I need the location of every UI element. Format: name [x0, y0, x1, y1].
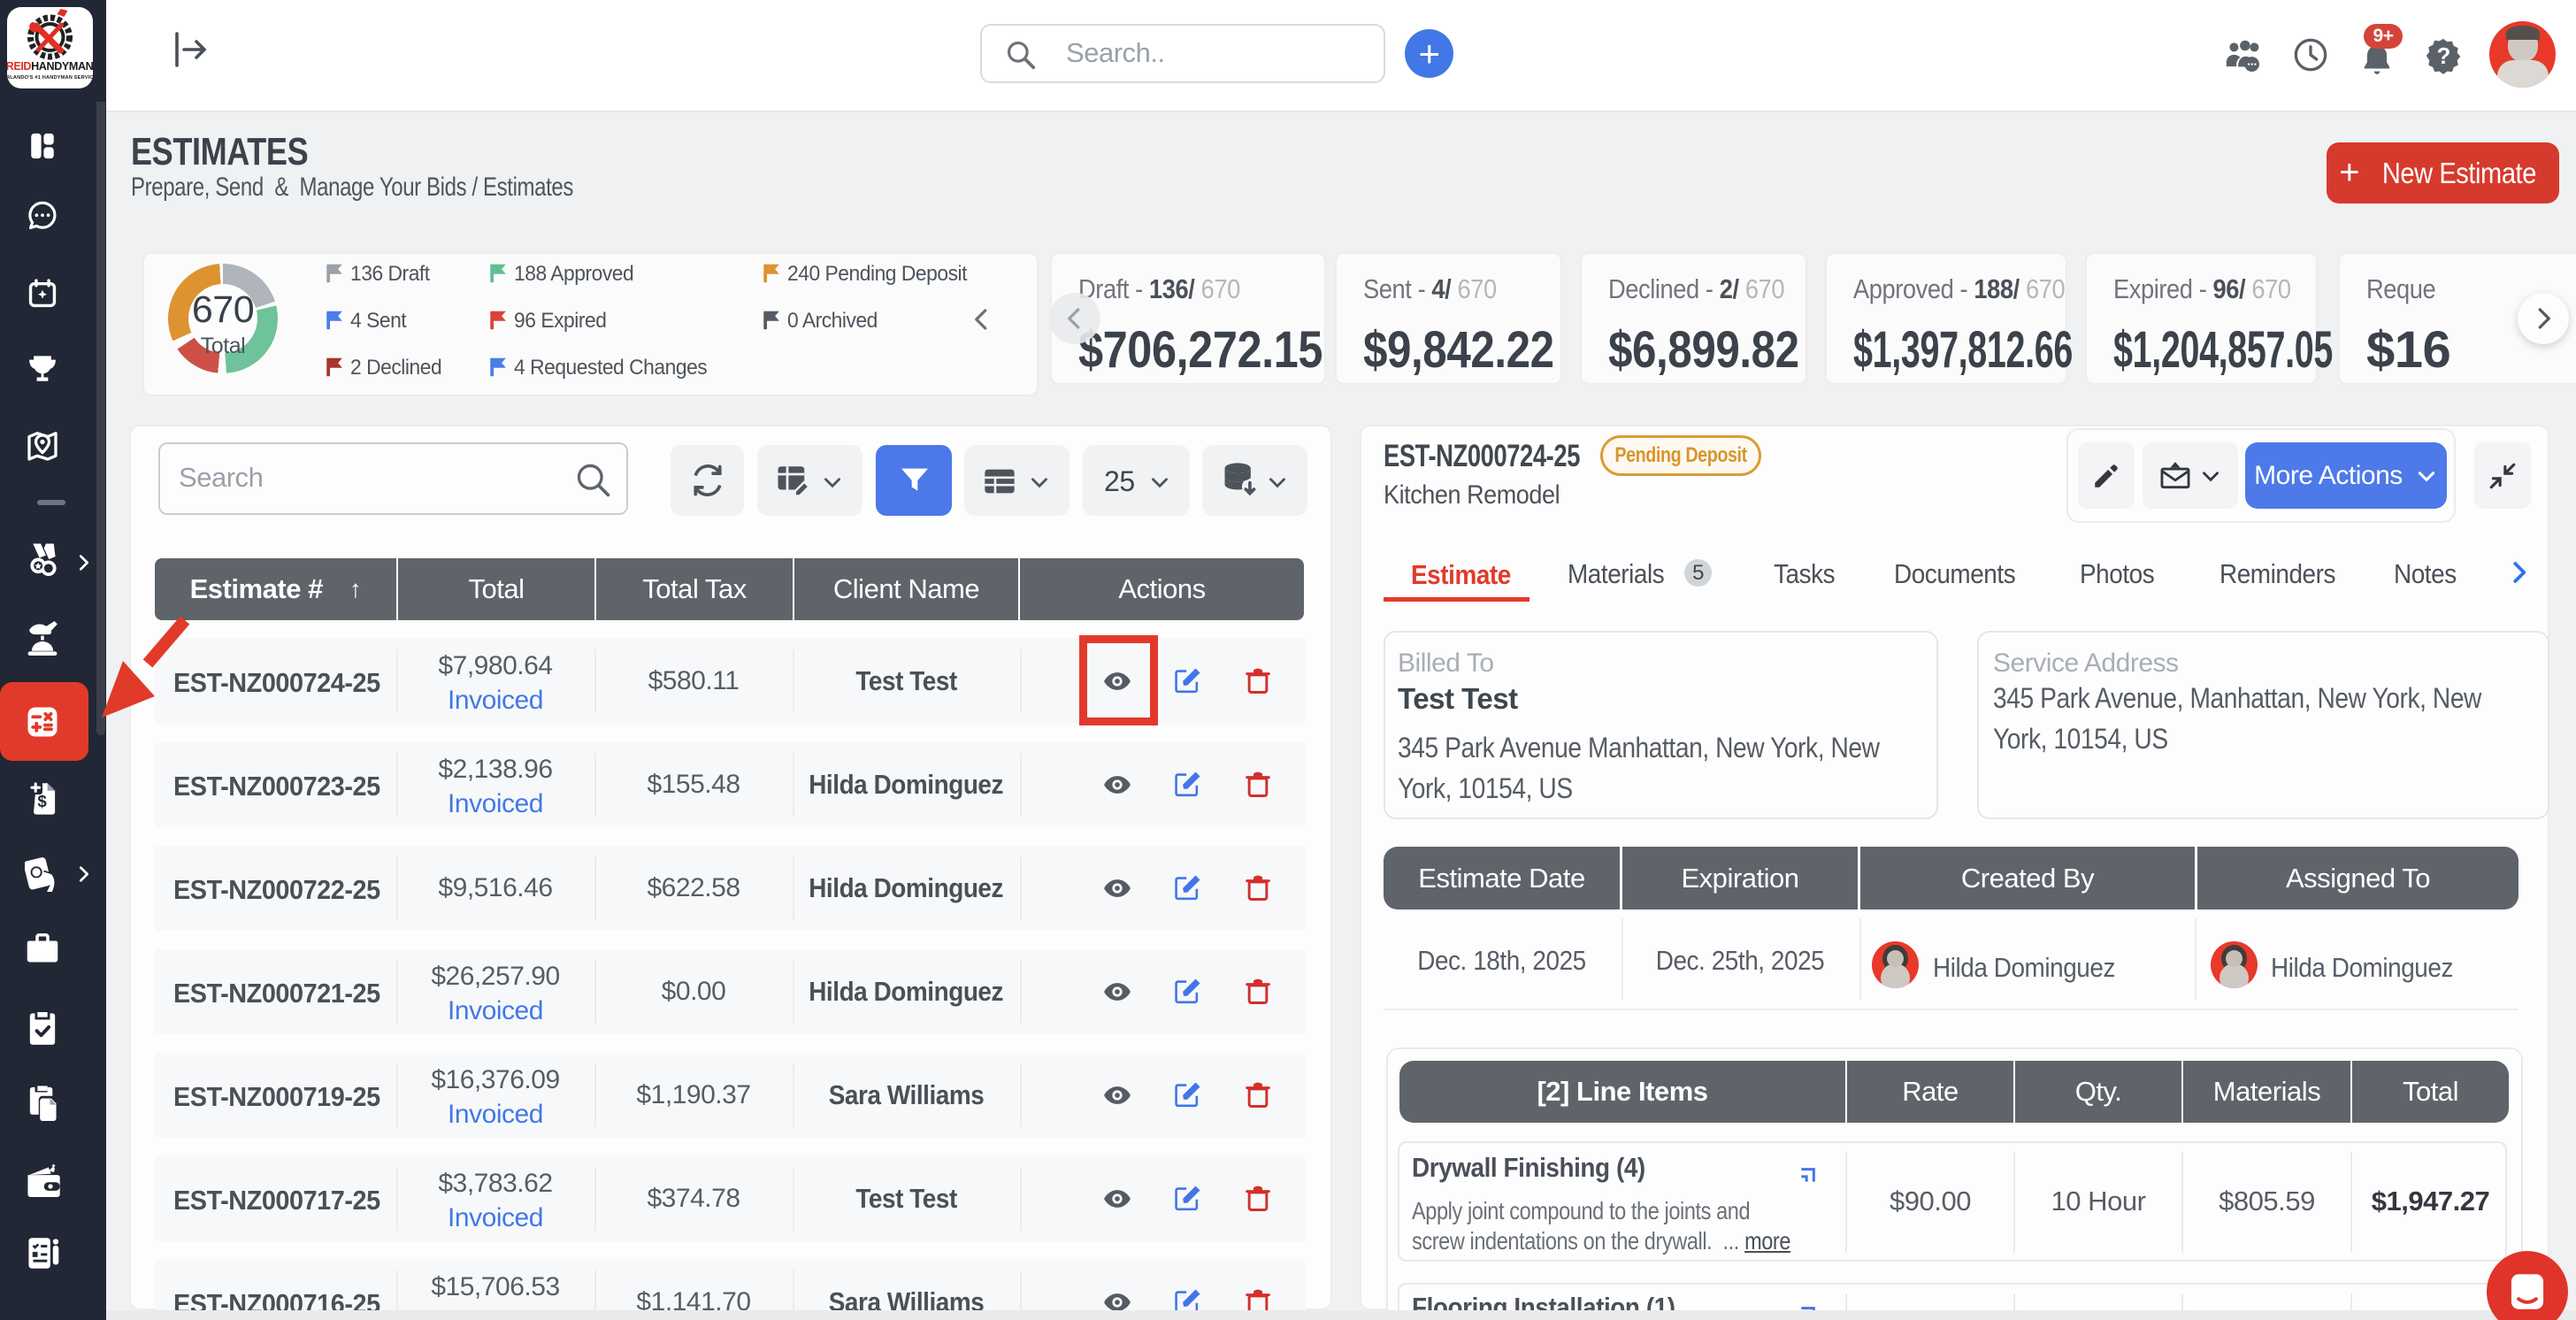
svg-text:?: ?	[2437, 44, 2450, 69]
svg-text:ORLANDO'S #1 HANDYMAN SERVICE: ORLANDO'S #1 HANDYMAN SERVICE	[7, 75, 93, 81]
svg-text:REIDHANDYMAN: REIDHANDYMAN	[7, 60, 93, 73]
svg-text:$: $	[38, 792, 47, 810]
